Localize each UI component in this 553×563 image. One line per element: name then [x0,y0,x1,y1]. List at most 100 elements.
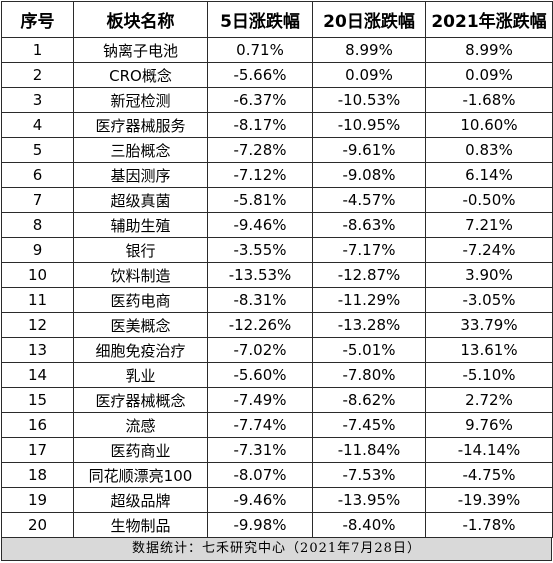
row-index-cell: 2 [1,62,74,88]
table-row: 9 银行 -3.55% -7.17% -7.24% [1,237,553,263]
sector-name-cell: 超级真菌 [73,187,208,213]
table-row: 19 超级品牌 -9.46% -13.95% -19.39% [1,487,553,513]
change-2021-cell: 6.14% [425,162,553,188]
sector-name-cell: 医药商业 [73,437,208,463]
change-2021-cell: -14.14% [425,437,553,463]
change-5d-cell: -7.28% [207,137,313,163]
sector-name-cell: 医疗器械服务 [73,112,208,138]
row-index-cell: 16 [1,412,74,438]
table-row: 16 流感 -7.74% -7.45% 9.76% [1,412,553,438]
change-5d-cell: -3.55% [207,237,313,263]
sector-name-cell: 银行 [73,237,208,263]
sector-performance-table: 序号 板块名称 5日涨跌幅 20日涨跌幅 2021年涨跌幅 1 钠离子电池 0.71… [1,1,553,538]
change-2021-cell: 3.90% [425,262,553,288]
sector-name-cell: 三胎概念 [73,137,208,163]
change-2021-cell: -7.24% [425,237,553,263]
change-5d-cell: -5.66% [207,62,313,88]
change-20d-cell: -8.63% [312,212,426,238]
change-20d-cell: -13.28% [312,312,426,338]
change-5d-cell: -9.46% [207,487,313,513]
table-row: 4 医疗器械服务 -8.17% -10.95% 10.60% [1,112,553,138]
change-2021-cell: 8.99% [425,37,553,63]
table-row: 2 CRO概念 -5.66% 0.09% 0.09% [1,62,553,88]
change-20d-cell: 8.99% [312,37,426,63]
table-row: 14 乳业 -5.60% -7.80% -5.10% [1,362,553,388]
sector-name-cell: 细胞免疫治疗 [73,337,208,363]
change-5d-cell: -8.07% [207,462,313,488]
table-row: 3 新冠检测 -6.37% -10.53% -1.68% [1,87,553,113]
header-5d-change: 5日涨跌幅 [207,1,313,38]
change-2021-cell: -3.05% [425,287,553,313]
change-5d-cell: -7.74% [207,412,313,438]
sector-name-cell: 新冠检测 [73,87,208,113]
change-5d-cell: -8.31% [207,287,313,313]
change-5d-cell: -7.02% [207,337,313,363]
change-20d-cell: -5.01% [312,337,426,363]
sector-name-cell: 医疗器械概念 [73,387,208,413]
row-index-cell: 3 [1,87,74,113]
change-2021-cell: 10.60% [425,112,553,138]
table-row: 20 生物制品 -9.98% -8.40% -1.78% [1,512,553,538]
change-20d-cell: -7.17% [312,237,426,263]
change-2021-cell: -19.39% [425,487,553,513]
table-row: 12 医美概念 -12.26% -13.28% 33.79% [1,312,553,338]
change-20d-cell: -9.08% [312,162,426,188]
change-20d-cell: -11.29% [312,287,426,313]
table-row: 15 医疗器械概念 -7.49% -8.62% 2.72% [1,387,553,413]
row-index-cell: 8 [1,212,74,238]
table-row: 8 辅助生殖 -9.46% -8.63% 7.21% [1,212,553,238]
change-5d-cell: -8.17% [207,112,313,138]
change-2021-cell: 7.21% [425,212,553,238]
data-source-footer: 数据统计：七禾研究中心（2021年7月28日） [1,538,552,561]
change-20d-cell: -12.87% [312,262,426,288]
change-2021-cell: 9.76% [425,412,553,438]
sector-name-cell: 生物制品 [73,512,208,538]
row-index-cell: 15 [1,387,74,413]
change-20d-cell: 0.09% [312,62,426,88]
header-index: 序号 [1,1,74,38]
table-row: 7 超级真菌 -5.81% -4.57% -0.50% [1,187,553,213]
row-index-cell: 7 [1,187,74,213]
change-2021-cell: -4.75% [425,462,553,488]
sector-name-cell: 医药电商 [73,287,208,313]
change-5d-cell: -5.60% [207,362,313,388]
table-row: 11 医药电商 -8.31% -11.29% -3.05% [1,287,553,313]
sector-name-cell: 医美概念 [73,312,208,338]
row-index-cell: 6 [1,162,74,188]
change-5d-cell: -7.12% [207,162,313,188]
change-2021-cell: -1.78% [425,512,553,538]
change-20d-cell: -7.45% [312,412,426,438]
table-row: 13 细胞免疫治疗 -7.02% -5.01% 13.61% [1,337,553,363]
header-20d-change: 20日涨跌幅 [312,1,426,38]
row-index-cell: 13 [1,337,74,363]
change-2021-cell: -5.10% [425,362,553,388]
change-20d-cell: -7.80% [312,362,426,388]
header-sector-name: 板块名称 [73,1,208,38]
change-20d-cell: -11.84% [312,437,426,463]
change-2021-cell: -1.68% [425,87,553,113]
sector-name-cell: 乳业 [73,362,208,388]
table-row: 17 医药商业 -7.31% -11.84% -14.14% [1,437,553,463]
sector-name-cell: 流感 [73,412,208,438]
change-20d-cell: -10.53% [312,87,426,113]
sector-name-cell: 超级品牌 [73,487,208,513]
sector-name-cell: 饮料制造 [73,262,208,288]
sector-name-cell: 基因测序 [73,162,208,188]
header-row: 序号 板块名称 5日涨跌幅 20日涨跌幅 2021年涨跌幅 [1,1,553,38]
change-20d-cell: -4.57% [312,187,426,213]
row-index-cell: 1 [1,37,74,63]
row-index-cell: 19 [1,487,74,513]
row-index-cell: 5 [1,137,74,163]
header-2021-change: 2021年涨跌幅 [425,1,553,38]
change-20d-cell: -10.95% [312,112,426,138]
row-index-cell: 4 [1,112,74,138]
table-row: 18 同花顺漂亮100 -8.07% -7.53% -4.75% [1,462,553,488]
row-index-cell: 20 [1,512,74,538]
table-row: 1 钠离子电池 0.71% 8.99% 8.99% [1,37,553,63]
change-20d-cell: -13.95% [312,487,426,513]
row-index-cell: 18 [1,462,74,488]
change-2021-cell: 0.83% [425,137,553,163]
row-index-cell: 9 [1,237,74,263]
change-5d-cell: -6.37% [207,87,313,113]
